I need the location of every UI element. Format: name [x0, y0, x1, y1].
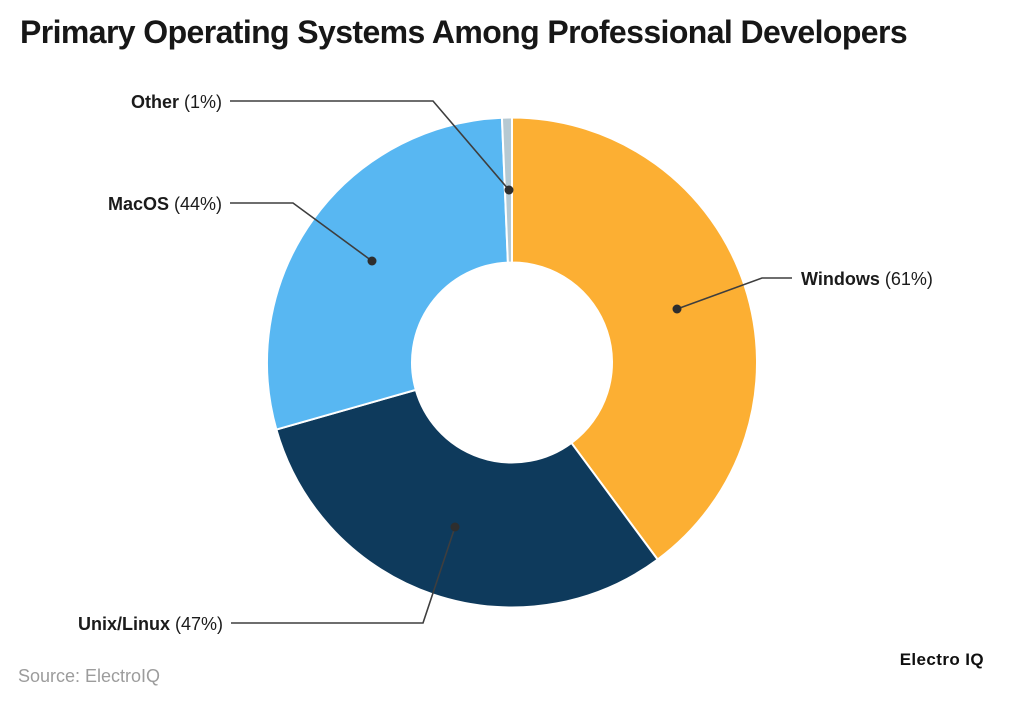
callout-label-macos: MacOS (44%) — [108, 194, 222, 214]
callout-label-other: Other (1%) — [131, 92, 222, 112]
callout-label-value-unix-linux: (47%) — [170, 614, 223, 634]
callout-label-unix-linux: Unix/Linux (47%) — [78, 614, 223, 634]
callout-dot-other — [504, 185, 514, 195]
callout-line-macos — [230, 202, 373, 262]
callout-label-name-macos: MacOS — [108, 194, 169, 214]
chart-title: Primary Operating Systems Among Professi… — [20, 14, 908, 50]
callout-label-value-windows: (61%) — [880, 269, 933, 289]
pie-slice-windows — [511, 116, 758, 561]
brand-logo: Electro IQ — [899, 650, 984, 669]
pie-slice-macos — [266, 116, 509, 431]
callout-label-value-other: (1%) — [179, 92, 222, 112]
callout-line-unix-linux — [231, 526, 456, 624]
callout-label-name-other: Other — [131, 92, 179, 112]
callout-label-name-windows: Windows — [801, 269, 880, 289]
donut-slices — [266, 116, 758, 609]
callout-label-value-macos: (44%) — [169, 194, 222, 214]
callout-label-windows: Windows (61%) — [801, 269, 933, 289]
callout-line-windows — [676, 277, 792, 310]
callout-dot-windows — [672, 304, 682, 314]
callout-dot-macos — [367, 256, 377, 266]
callout-label-name-unix-linux: Unix/Linux — [78, 614, 170, 634]
callout-dot-unix-linux — [450, 522, 460, 532]
callout-layer: Windows (61%) Unix/Linux (47%) MacOS (44%)… — [78, 92, 933, 634]
callout-line-other — [230, 100, 510, 191]
pie-slice-unix-linux — [275, 388, 659, 609]
source-note: Source: ElectroIQ — [18, 666, 161, 686]
